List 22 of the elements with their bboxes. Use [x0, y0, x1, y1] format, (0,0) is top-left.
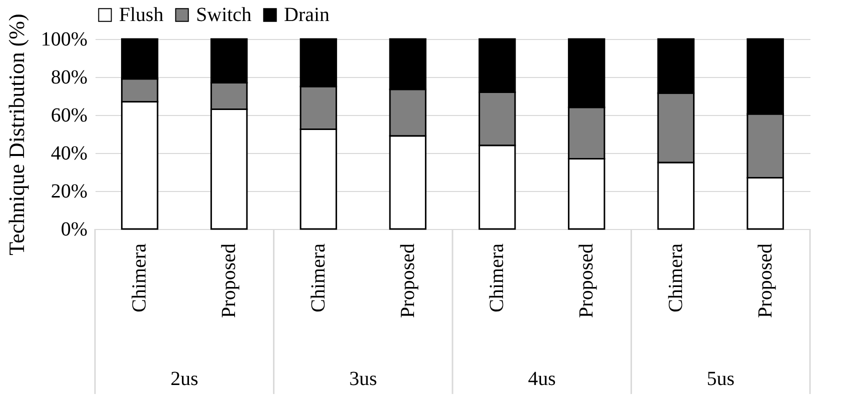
- x-tick-label: Proposed: [396, 244, 419, 318]
- y-axis-title: Technique Distribution (%): [4, 14, 29, 256]
- text: 5us: [706, 368, 735, 390]
- x-tick-label: Chimera: [664, 243, 687, 312]
- y-tick-label: 60%: [50, 104, 88, 126]
- x-tick-label: Proposed: [576, 244, 598, 318]
- y-tick-label: 40%: [50, 142, 88, 164]
- y-tick-label: 0%: [60, 218, 88, 240]
- text: 3us: [349, 368, 378, 390]
- y-tick-label: 100%: [40, 28, 88, 50]
- legend-label: Flush: [119, 4, 164, 26]
- x-tick-label: Chimera: [128, 243, 151, 312]
- legend-label: Drain: [284, 4, 330, 26]
- text: 2us: [170, 368, 198, 390]
- x-tick-label: Proposed: [218, 244, 240, 318]
- x-tick-label: Chimera: [486, 243, 508, 312]
- x-tick-label: Chimera: [307, 243, 330, 312]
- legend-label: Switch: [196, 4, 252, 26]
- y-tick-label: 20%: [50, 180, 88, 202]
- text: 4us: [528, 368, 556, 390]
- y-tick-label: 80%: [50, 66, 88, 88]
- x-tick-label: Proposed: [754, 244, 776, 318]
